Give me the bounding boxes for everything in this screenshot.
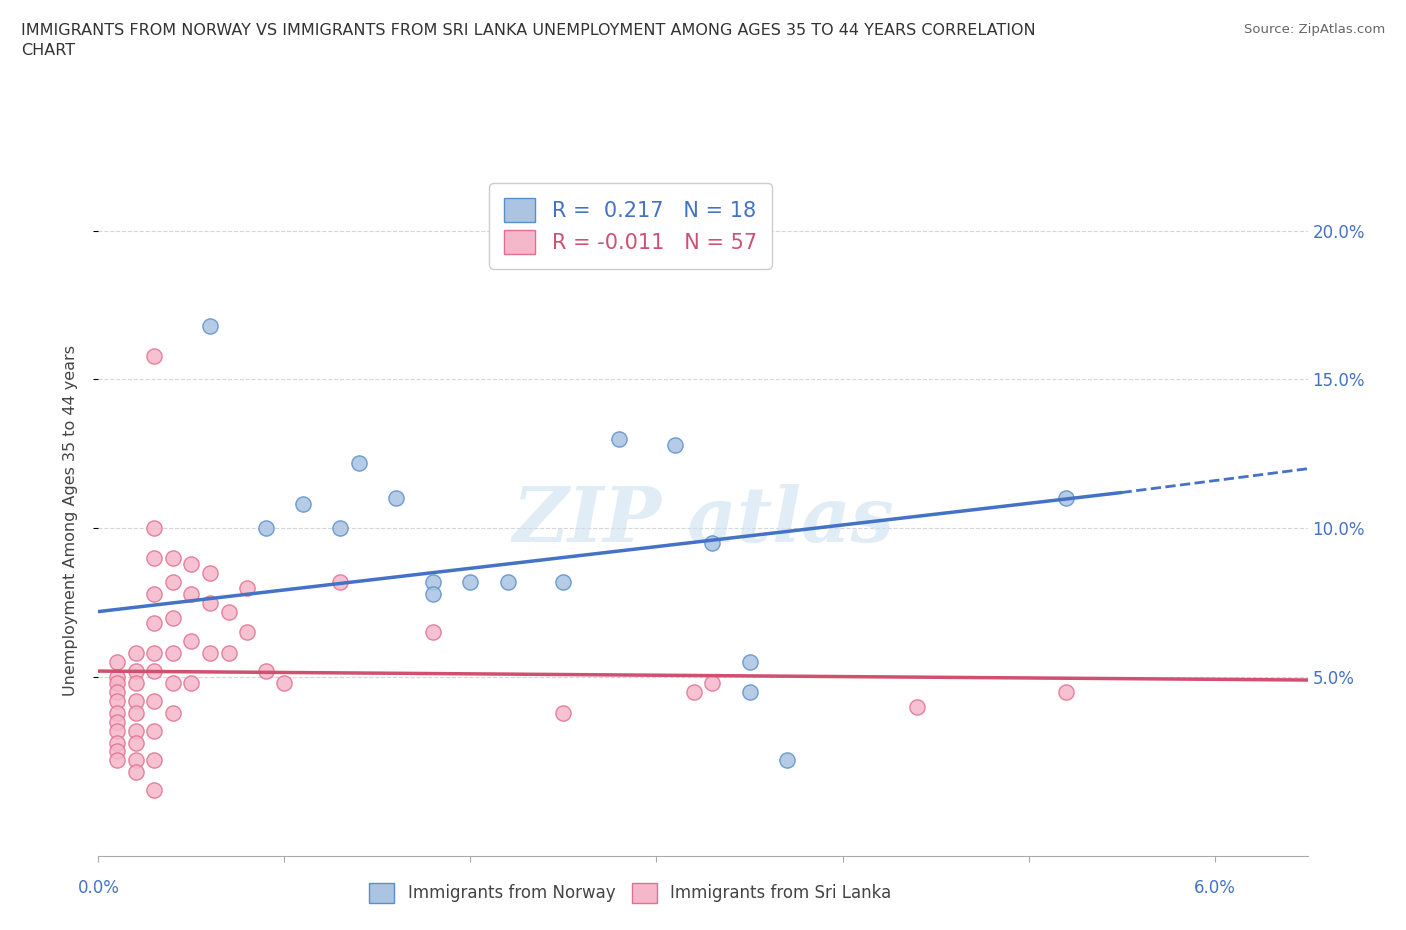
Text: 6.0%: 6.0% xyxy=(1194,880,1236,897)
Point xyxy=(553,705,575,720)
Point xyxy=(143,783,166,798)
Point xyxy=(105,684,128,699)
Point xyxy=(198,595,221,610)
Point xyxy=(329,575,352,590)
Point xyxy=(1054,684,1077,699)
Point xyxy=(180,634,202,649)
Point xyxy=(105,744,128,759)
Point xyxy=(218,604,240,619)
Text: Source: ZipAtlas.com: Source: ZipAtlas.com xyxy=(1244,23,1385,36)
Text: 0.0%: 0.0% xyxy=(77,880,120,897)
Point xyxy=(180,675,202,690)
Point xyxy=(124,664,146,679)
Point xyxy=(254,521,277,536)
Point xyxy=(105,670,128,684)
Point xyxy=(422,586,444,601)
Point xyxy=(143,753,166,768)
Point xyxy=(143,664,166,679)
Point xyxy=(329,521,352,536)
Point xyxy=(292,497,315,512)
Point xyxy=(124,694,146,709)
Point xyxy=(162,575,184,590)
Point xyxy=(198,318,221,333)
Point xyxy=(273,675,295,690)
Point xyxy=(702,675,724,690)
Point xyxy=(218,645,240,660)
Point xyxy=(105,694,128,709)
Point xyxy=(143,348,166,363)
Point xyxy=(738,684,761,699)
Point xyxy=(162,675,184,690)
Point xyxy=(254,664,277,679)
Text: ZIP atlas: ZIP atlas xyxy=(512,484,894,558)
Point xyxy=(105,714,128,729)
Point xyxy=(105,655,128,670)
Point xyxy=(180,586,202,601)
Point xyxy=(553,575,575,590)
Point xyxy=(105,724,128,738)
Point xyxy=(198,565,221,580)
Point xyxy=(460,575,482,590)
Point xyxy=(105,735,128,750)
Point xyxy=(236,580,259,595)
Point xyxy=(422,575,444,590)
Point xyxy=(143,586,166,601)
Point xyxy=(162,551,184,565)
Point xyxy=(143,724,166,738)
Point xyxy=(124,675,146,690)
Point xyxy=(143,616,166,631)
Point xyxy=(236,625,259,640)
Point xyxy=(776,753,799,768)
Point xyxy=(664,437,686,452)
Point xyxy=(105,753,128,768)
Point xyxy=(143,694,166,709)
Point xyxy=(385,491,408,506)
Point xyxy=(143,645,166,660)
Point xyxy=(905,699,928,714)
Point xyxy=(124,645,146,660)
Point xyxy=(198,645,221,660)
Point xyxy=(124,724,146,738)
Point xyxy=(143,521,166,536)
Point xyxy=(422,625,444,640)
Point xyxy=(105,675,128,690)
Point xyxy=(607,432,630,446)
Point xyxy=(702,536,724,551)
Point xyxy=(162,610,184,625)
Point xyxy=(496,575,519,590)
Legend: Immigrants from Norway, Immigrants from Sri Lanka: Immigrants from Norway, Immigrants from … xyxy=(361,875,900,910)
Point xyxy=(124,705,146,720)
Point xyxy=(105,705,128,720)
Text: IMMIGRANTS FROM NORWAY VS IMMIGRANTS FROM SRI LANKA UNEMPLOYMENT AMONG AGES 35 T: IMMIGRANTS FROM NORWAY VS IMMIGRANTS FRO… xyxy=(21,23,1036,58)
Point xyxy=(124,764,146,779)
Point xyxy=(180,556,202,571)
Point xyxy=(1054,491,1077,506)
Y-axis label: Unemployment Among Ages 35 to 44 years: Unemployment Among Ages 35 to 44 years xyxy=(63,345,77,697)
Point xyxy=(738,655,761,670)
Point xyxy=(162,645,184,660)
Point xyxy=(143,551,166,565)
Point xyxy=(124,735,146,750)
Point xyxy=(347,456,370,471)
Point xyxy=(682,684,704,699)
Point xyxy=(162,705,184,720)
Point xyxy=(124,753,146,768)
